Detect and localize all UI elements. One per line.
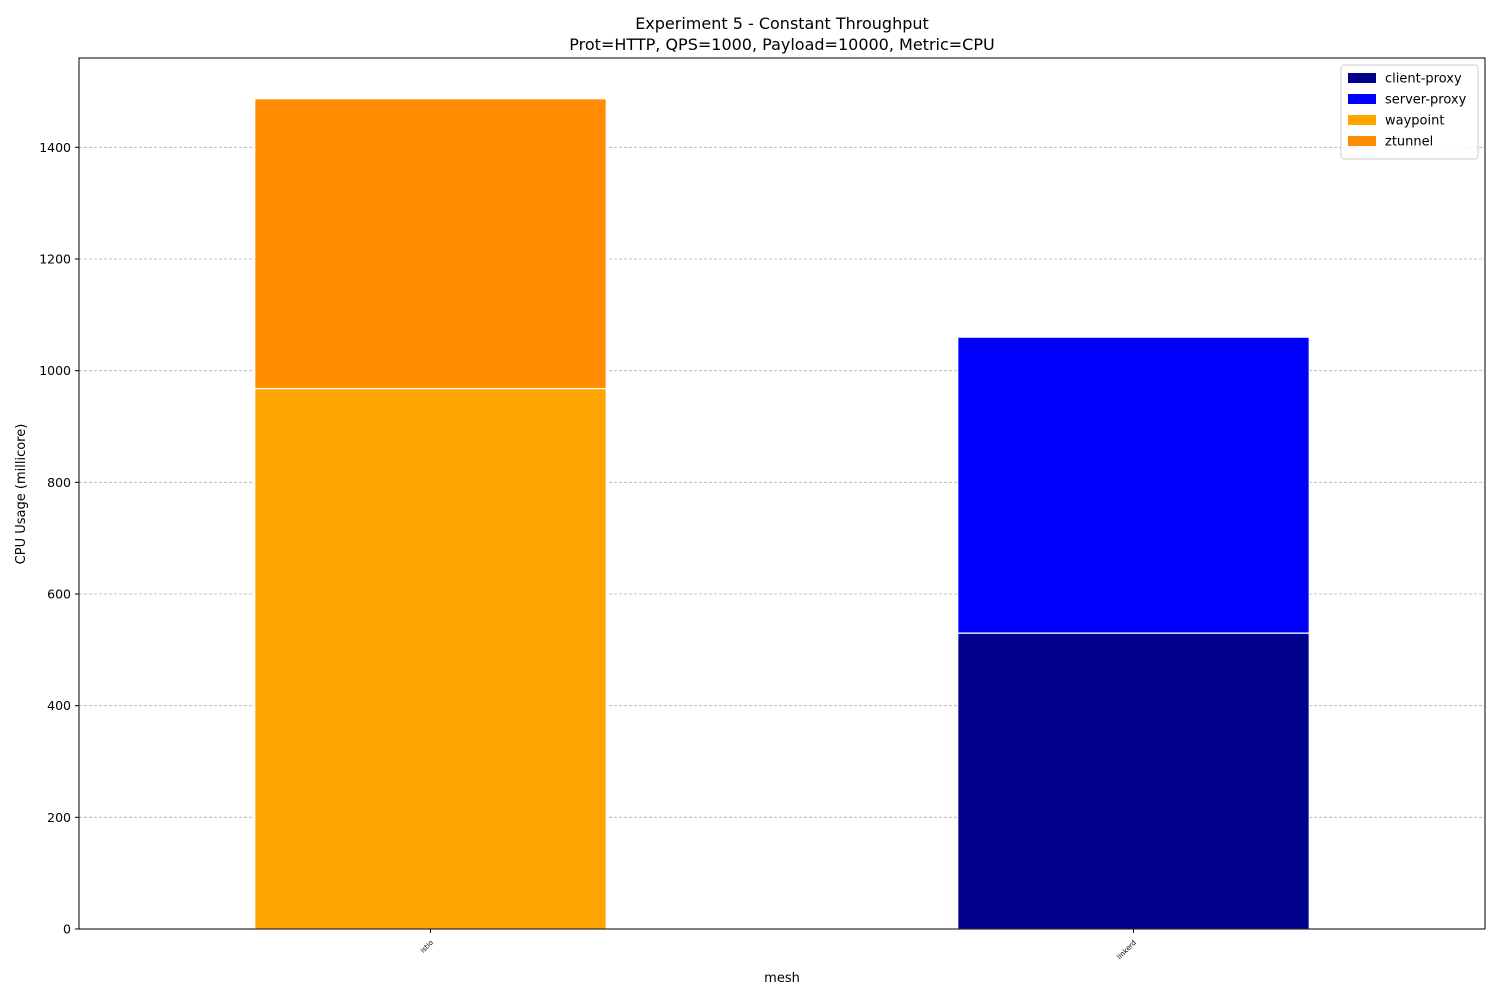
legend-swatch-waypoint bbox=[1348, 115, 1376, 125]
y-tick-label: 200 bbox=[47, 810, 71, 825]
y-axis: 0 200 400 600 800 1000 1200 1400 bbox=[39, 140, 79, 937]
x-tick-label: linkerd bbox=[1116, 939, 1138, 961]
legend: client-proxy server-proxy waypoint ztunnel bbox=[1340, 64, 1479, 160]
x-axis: istio linkerd bbox=[419, 929, 1138, 961]
legend-label-waypoint: waypoint bbox=[1385, 114, 1444, 129]
y-tick-label: 600 bbox=[47, 587, 71, 602]
legend-swatch-client-proxy bbox=[1348, 73, 1376, 83]
y-tick-label: 800 bbox=[47, 475, 71, 490]
bars-layer bbox=[254, 98, 1310, 930]
legend-label-ztunnel: ztunnel bbox=[1385, 135, 1433, 150]
bar-istio-ztunnel bbox=[254, 98, 607, 390]
legend-swatch-server-proxy bbox=[1348, 94, 1376, 104]
x-tick-label: istio bbox=[419, 939, 435, 955]
y-tick-label: 0 bbox=[63, 922, 71, 937]
bar-linkerd-server-proxy bbox=[957, 336, 1310, 634]
legend-swatch-ztunnel bbox=[1348, 136, 1376, 146]
bar-linkerd-client-proxy bbox=[957, 632, 1310, 930]
chart-title: Experiment 5 - Constant Throughput bbox=[635, 14, 929, 33]
chart-subtitle: Prot=HTTP, QPS=1000, Payload=10000, Metr… bbox=[569, 35, 994, 54]
y-tick-label: 1400 bbox=[39, 140, 71, 155]
y-tick-label: 400 bbox=[47, 698, 71, 713]
y-tick-label: 1200 bbox=[39, 252, 71, 267]
legend-label-server-proxy: server-proxy bbox=[1385, 93, 1467, 108]
x-axis-label: mesh bbox=[764, 971, 800, 986]
bar-istio-waypoint bbox=[254, 387, 607, 930]
y-axis-label: CPU Usage (millicore) bbox=[14, 424, 29, 565]
legend-frame bbox=[1340, 64, 1479, 160]
plot-frame bbox=[78, 57, 1486, 930]
y-tick-label: 1000 bbox=[39, 363, 71, 378]
legend-label-client-proxy: client-proxy bbox=[1385, 72, 1462, 87]
